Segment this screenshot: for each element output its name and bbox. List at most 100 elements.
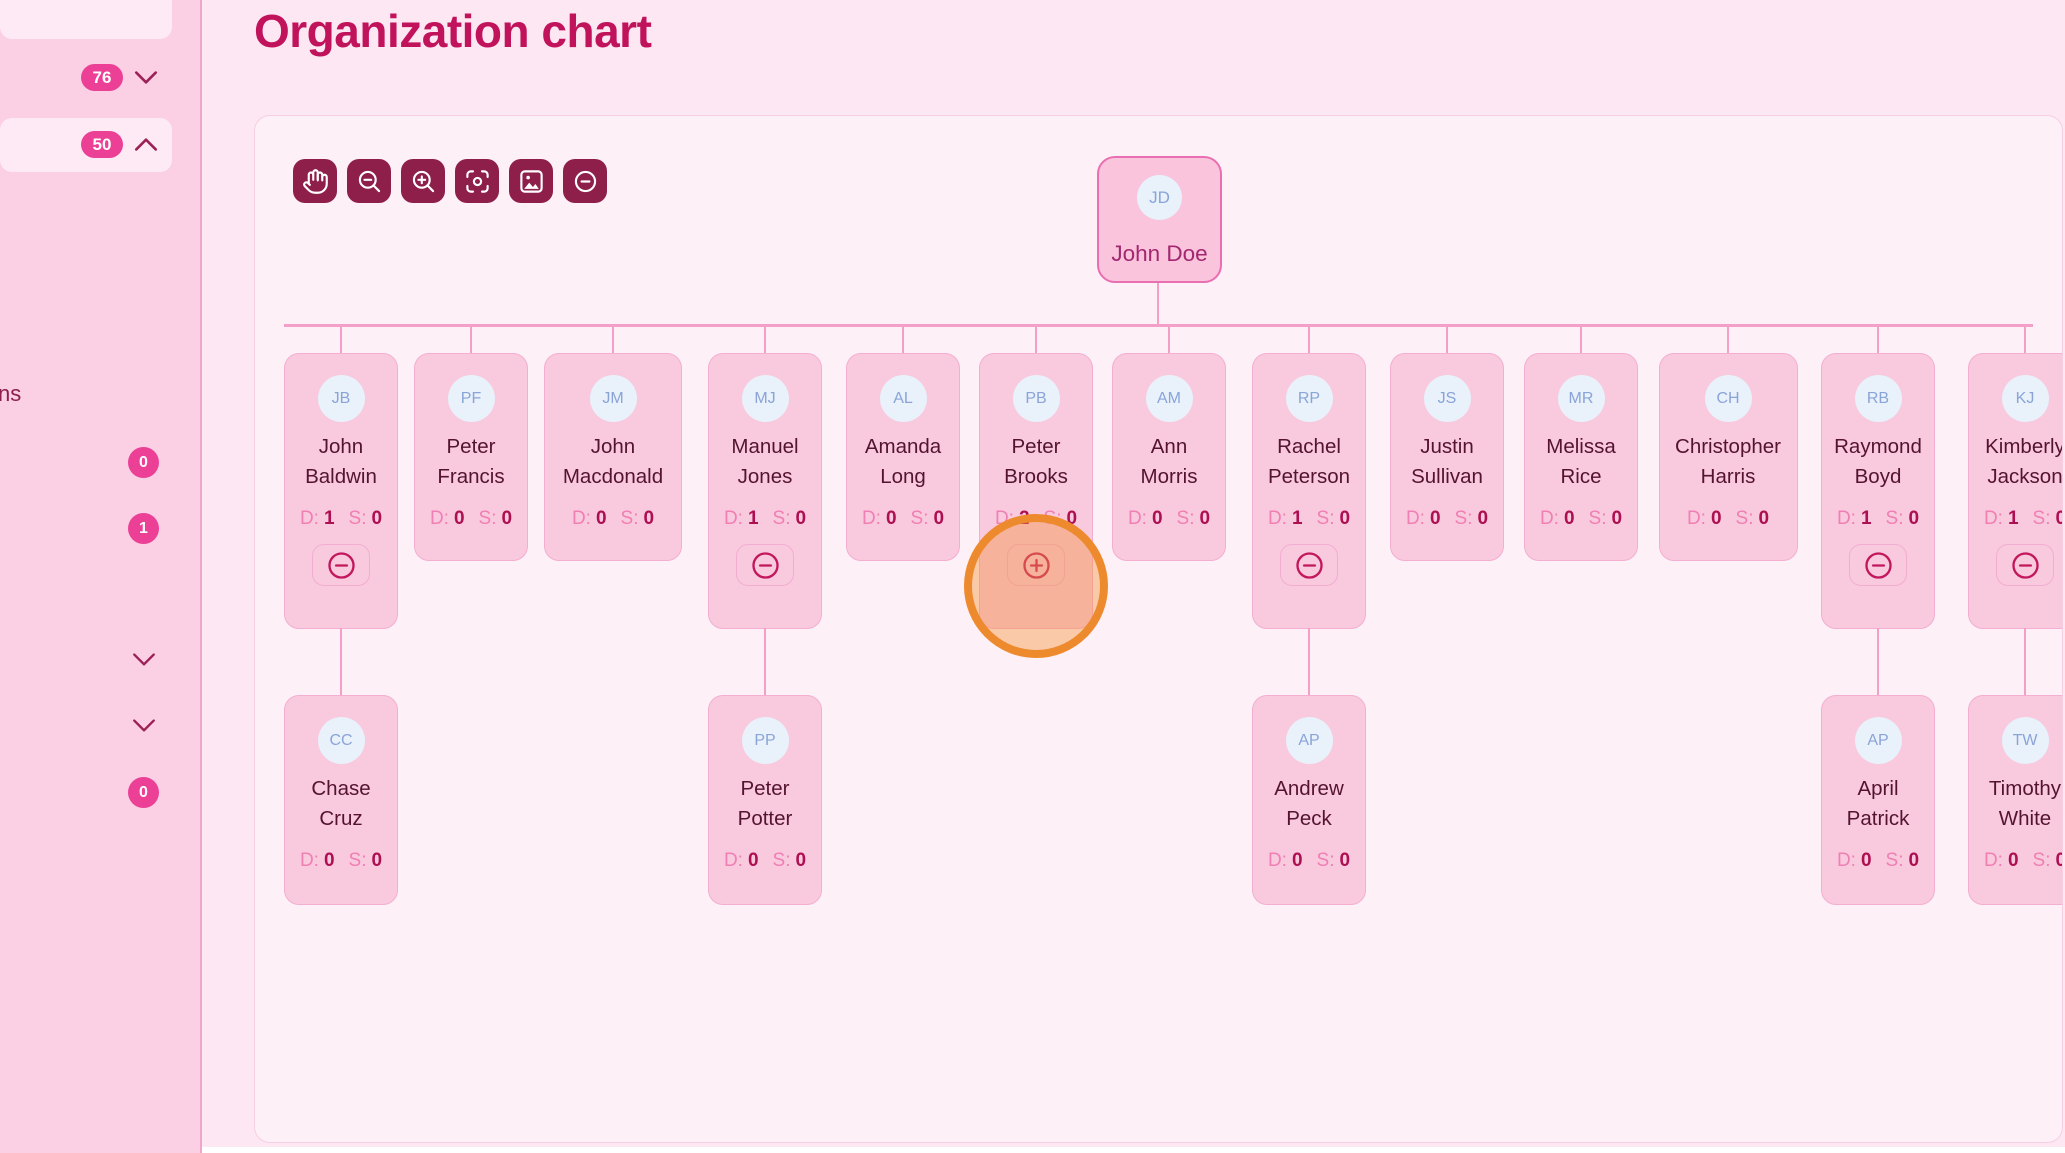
- org-node[interactable]: AP April Patrick D: 0 S: 0: [1821, 695, 1935, 905]
- org-node[interactable]: CC Chase Cruz D: 0 S: 0: [284, 695, 398, 905]
- org-node[interactable]: CH Christopher Harris D: 0 S: 0: [1658, 353, 1798, 561]
- node-stats: D: 2 S: 0: [994, 508, 1078, 529]
- node-name: Peter Francis: [437, 435, 505, 488]
- pan-hand-button[interactable]: [293, 159, 337, 203]
- chevron-down-icon[interactable]: [131, 651, 157, 669]
- fit-view-icon: [465, 169, 489, 193]
- avatar: TW: [2001, 717, 2049, 764]
- org-node[interactable]: MJ Manuel Jones D: 1 S: 0: [708, 353, 822, 629]
- node-name: Ann Morris: [1140, 435, 1198, 488]
- org-node[interactable]: PP Peter Potter D: 0 S: 0: [708, 695, 822, 905]
- expand-button[interactable]: [1007, 544, 1065, 586]
- connector-line: [612, 327, 614, 353]
- avatar: JB: [317, 375, 365, 422]
- avatar: PP: [741, 717, 789, 764]
- collapse-button[interactable]: [1280, 544, 1338, 586]
- connector-line: [1035, 327, 1037, 353]
- connector-line: [902, 327, 904, 353]
- avatar: CH: [1704, 375, 1752, 422]
- connector-line: [1877, 628, 1879, 695]
- node-name: John Macdonald: [562, 435, 664, 488]
- org-node[interactable]: AM Ann Morris D: 0 S: 0: [1112, 353, 1226, 561]
- node-name: Chase Cruz: [311, 777, 371, 830]
- node-name: Peter Brooks: [1004, 435, 1068, 488]
- hand-icon: [302, 168, 328, 194]
- page-title: Organization chart: [254, 5, 652, 57]
- connector-line: [340, 628, 342, 695]
- org-node[interactable]: PF Peter Francis D: 0 S: 0: [414, 353, 528, 561]
- fit-view-button[interactable]: [455, 159, 499, 203]
- connector-bus: [284, 324, 2033, 327]
- sidebar-truncated-label: ns: [0, 381, 22, 406]
- avatar: AM: [1145, 375, 1193, 422]
- node-name: Manuel Jones: [731, 435, 799, 488]
- node-name: Raymond Boyd: [1834, 435, 1922, 488]
- org-node[interactable]: RB Raymond Boyd D: 1 S: 0: [1821, 353, 1935, 629]
- node-name: Timothy White: [1988, 777, 2062, 830]
- node-name: Rachel Peterson: [1267, 435, 1351, 488]
- zoom-out-button[interactable]: [347, 159, 391, 203]
- chevron-down-icon[interactable]: [133, 69, 159, 87]
- collapse-button[interactable]: [312, 544, 370, 586]
- avatar: RP: [1285, 375, 1333, 422]
- org-chart-canvas[interactable]: JD John Doe JB John Baldwin D: 1 S: 0 PF Peter Fran…: [254, 115, 2063, 1143]
- collapse-button[interactable]: [1996, 544, 2054, 586]
- avatar: AP: [1854, 717, 1902, 764]
- avatar: CC: [317, 717, 365, 764]
- org-node[interactable]: JD John Doe: [1097, 156, 1222, 283]
- node-name: April Patrick: [1846, 777, 1910, 830]
- org-node[interactable]: JS Justin Sullivan D: 0 S: 0: [1390, 353, 1504, 561]
- connector-line: [1168, 327, 1170, 353]
- sidebar-item-top[interactable]: [0, 0, 172, 39]
- collapse-button[interactable]: [1849, 544, 1907, 586]
- node-name: Kimberly Jackson: [1985, 435, 2063, 488]
- org-node[interactable]: JM John Macdonald D: 0 S: 0: [544, 353, 682, 561]
- org-node[interactable]: RP Rachel Peterson D: 1 S: 0: [1252, 353, 1366, 629]
- avatar: AL: [879, 375, 927, 422]
- org-node[interactable]: AP Andrew Peck D: 0 S: 0: [1252, 695, 1366, 905]
- connector-line: [2024, 327, 2026, 353]
- collapse-all-button[interactable]: [563, 159, 607, 203]
- collapse-button[interactable]: [736, 544, 794, 586]
- chart-toolbar: [293, 159, 607, 203]
- node-name: Christopher Harris: [1675, 435, 1781, 488]
- chevron-down-icon[interactable]: [131, 717, 157, 735]
- org-node[interactable]: JB John Baldwin D: 1 S: 0: [284, 353, 398, 629]
- sidebar-count-badge-50: 50: [81, 131, 123, 158]
- connector-line: [764, 628, 766, 695]
- org-node[interactable]: MR Melissa Rice D: 0 S: 0: [1524, 353, 1638, 561]
- connector-line: [764, 327, 766, 353]
- avatar: RB: [1854, 375, 1902, 422]
- zoom-out-icon: [358, 170, 380, 192]
- export-image-button[interactable]: [509, 159, 553, 203]
- avatar: JS: [1423, 375, 1471, 422]
- root-connector: [1157, 283, 1159, 324]
- connector-line: [340, 327, 342, 353]
- avatar: MJ: [741, 375, 789, 422]
- connector-line: [1580, 327, 1582, 353]
- chevron-up-icon[interactable]: [133, 135, 159, 153]
- connector-line: [1877, 327, 1879, 353]
- zoom-in-icon: [412, 170, 434, 192]
- sidebar-mini-badge-2: 0: [128, 777, 159, 808]
- node-name: Melissa Rice: [1546, 435, 1616, 488]
- zoom-in-button[interactable]: [401, 159, 445, 203]
- org-node[interactable]: AL Amanda Long D: 0 S: 0: [846, 353, 960, 561]
- image-icon: [519, 169, 543, 193]
- node-name: John Baldwin: [305, 435, 377, 488]
- sidebar: 76 50 ns 0 1 0: [0, 0, 202, 1153]
- org-node[interactable]: PB Peter Brooks D: 2 S: 0: [979, 353, 1093, 629]
- avatar: PF: [447, 375, 495, 422]
